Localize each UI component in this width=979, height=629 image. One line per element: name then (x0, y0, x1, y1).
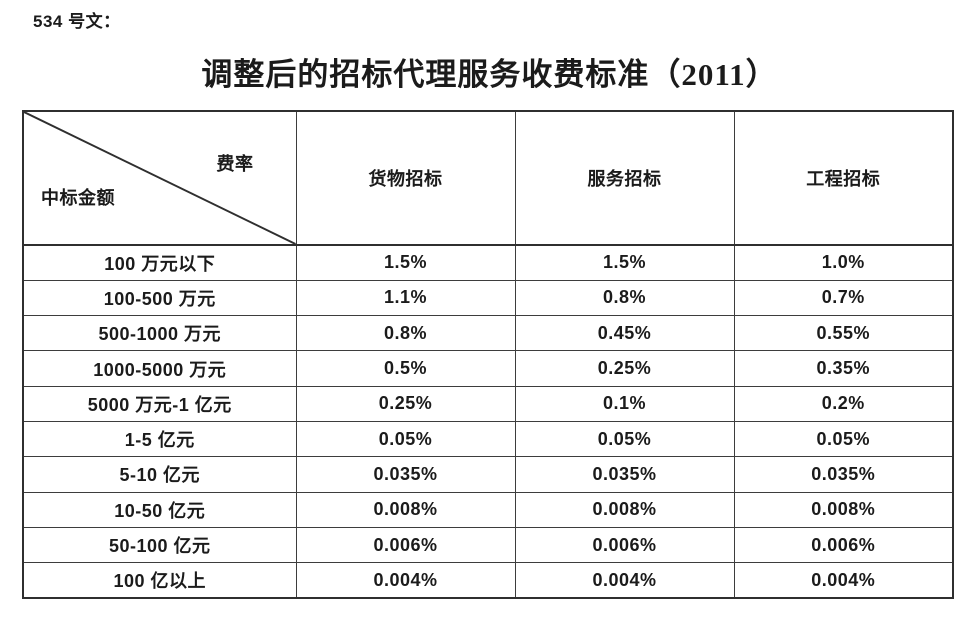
amount-range-label: 100 亿以上 (22, 562, 297, 599)
rate-cell: 0.1% (514, 385, 735, 422)
doc-reference-label: 534 号文： (33, 12, 121, 31)
rate-cell: 0.006% (514, 526, 735, 564)
table-row: 100 万元以下 1.5% 1.5% 1.0% (22, 244, 954, 281)
rate-cell: 0.5% (295, 350, 516, 387)
column-header-goods: 货物招标 (295, 110, 516, 246)
rate-cell: 0.004% (514, 562, 735, 599)
amount-range-label: 100 万元以下 (22, 244, 297, 281)
rate-cell: 0.8% (295, 315, 516, 352)
column-header-services: 服务招标 (514, 110, 735, 246)
rate-cell: 0.7% (733, 279, 954, 317)
rate-cell: 0.035% (295, 456, 516, 493)
rate-cell: 0.45% (514, 315, 735, 352)
rate-cell: 0.008% (514, 491, 735, 528)
rate-cell: 0.035% (514, 456, 735, 493)
rate-cell: 0.55% (733, 315, 954, 352)
corner-label-amount: 中标金额 (41, 188, 115, 208)
table-row: 5-10 亿元 0.035% 0.035% 0.035% (22, 456, 954, 493)
table-row: 100-500 万元 1.1% 0.8% 0.7% (22, 279, 954, 317)
rate-cell: 0.004% (295, 562, 516, 599)
fee-rate-table: 费率 中标金额 货物招标 服务招标 工程招标 100 万元以下 1.5% 1.5… (22, 110, 954, 599)
rate-cell: 1.1% (295, 279, 516, 317)
amount-range-label: 1-5 亿元 (22, 420, 297, 458)
rate-cell: 0.05% (295, 420, 516, 458)
rate-cell: 0.004% (733, 562, 954, 599)
rate-cell: 0.35% (733, 350, 954, 387)
amount-range-label: 50-100 亿元 (22, 526, 297, 564)
table-row: 50-100 亿元 0.006% 0.006% 0.006% (22, 526, 954, 564)
table-row: 1000-5000 万元 0.5% 0.25% 0.35% (22, 350, 954, 387)
rate-cell: 1.5% (295, 244, 516, 281)
column-header-works: 工程招标 (733, 110, 954, 246)
table-row: 100 亿以上 0.004% 0.004% 0.004% (22, 562, 954, 599)
rate-cell: 0.008% (733, 491, 954, 528)
table-row: 500-1000 万元 0.8% 0.45% 0.55% (22, 315, 954, 352)
header-row: 费率 中标金额 货物招标 服务招标 工程招标 (22, 110, 954, 246)
diagonal-divider-line (24, 112, 295, 243)
amount-range-label: 1000-5000 万元 (22, 350, 297, 387)
rate-cell: 0.25% (514, 350, 735, 387)
rate-cell: 1.5% (514, 244, 735, 281)
rate-cell: 0.05% (733, 420, 954, 458)
table-row: 10-50 亿元 0.008% 0.008% 0.008% (22, 491, 954, 528)
rate-cell: 0.2% (733, 385, 954, 422)
amount-range-label: 5000 万元-1 亿元 (22, 385, 297, 422)
rate-cell: 0.25% (295, 385, 516, 422)
rate-cell: 0.05% (514, 420, 735, 458)
corner-header-cell: 费率 中标金额 (22, 110, 297, 246)
rate-cell: 0.006% (733, 526, 954, 564)
page-title: 调整后的招标代理服务收费标准（2011） (201, 57, 778, 92)
rate-cell: 0.035% (733, 456, 954, 493)
rate-cell: 0.006% (295, 526, 516, 564)
amount-range-label: 10-50 亿元 (22, 491, 297, 528)
rate-cell: 0.8% (514, 279, 735, 317)
rate-cell: 1.0% (733, 244, 954, 281)
corner-label-rate: 费率 (216, 154, 254, 174)
rate-cell: 0.008% (295, 491, 516, 528)
table-row: 5000 万元-1 亿元 0.25% 0.1% 0.2% (22, 385, 954, 422)
table-row: 1-5 亿元 0.05% 0.05% 0.05% (22, 420, 954, 458)
amount-range-label: 500-1000 万元 (22, 315, 297, 352)
amount-range-label: 100-500 万元 (22, 279, 297, 317)
amount-range-label: 5-10 亿元 (22, 456, 297, 493)
